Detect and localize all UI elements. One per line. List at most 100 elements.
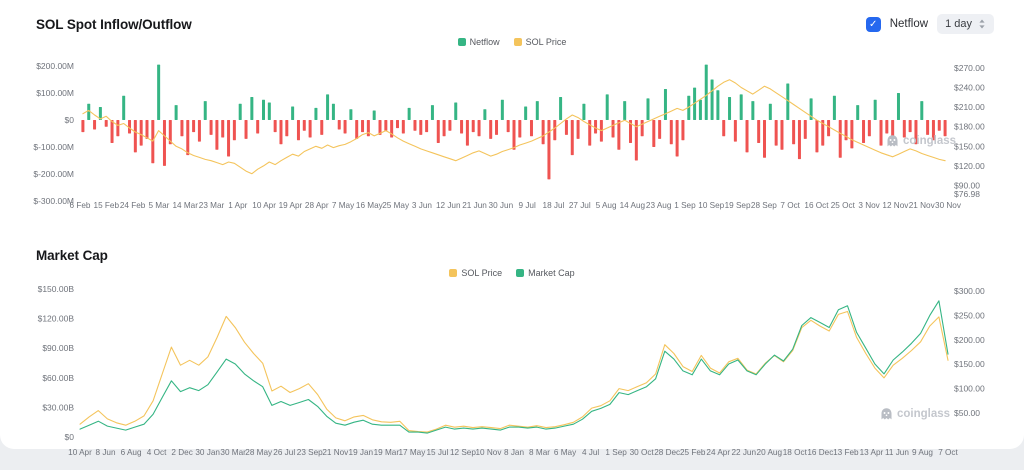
netflow-bar [868,120,871,136]
netflow-bar [658,120,661,139]
interval-select-value: 1 day [945,18,972,30]
axis-label: 16 Oct [804,201,829,210]
axis-label: $100.00 [954,384,985,394]
axis-label: $270.00 [954,63,985,73]
netflow-bar [920,101,923,120]
axis-label: 3 Jun [412,201,432,210]
axis-label: 3 Nov [858,201,880,210]
netflow-bar [909,120,912,132]
interval-select[interactable]: 1 day [937,14,994,34]
netflow-bar [344,120,347,134]
netflow-bar [565,120,568,135]
netflow-bar [221,120,224,138]
left-axis-labels: $200.00M$100.00M$0$-100.00M$-200.00M$-30… [33,61,74,206]
axis-label: $-100.00M [33,142,74,152]
netflow-bar [338,120,341,129]
netflow-bar [204,101,207,120]
legend-swatch-icon [458,38,466,46]
netflow-bar [623,101,626,120]
flow-chart-title: SOL Spot Inflow/Outflow [36,17,192,32]
netflow-bar [711,80,714,121]
axis-label: 12 Jun [436,201,461,210]
netflow-bar [256,120,259,134]
netflow-bar [932,120,935,140]
stepper-arrows-icon [978,19,986,29]
netflow-bar [536,101,539,120]
netflow-bar [926,120,929,135]
axis-label: 6 Feb [70,201,91,210]
marketcap-chart-title: Market Cap [36,248,108,263]
legend-label: SOL Price [526,37,567,47]
netflow-bar [466,120,469,146]
market-cap-line [80,301,948,433]
netflow-bar [320,120,323,135]
legend-swatch-icon [514,38,522,46]
netflow-bar [547,120,550,179]
netflow-bar [856,105,859,120]
netflow-bar [140,120,143,146]
netflow-bars [81,65,946,180]
axis-label: $120.00 [954,161,985,171]
netflow-bar [460,120,463,134]
legend-swatch-icon [449,269,457,277]
netflow-bar [518,120,521,138]
netflow-bar [914,120,917,144]
axis-label: 21 Jun [462,201,487,210]
netflow-bar [111,120,114,143]
netflow-bar [746,120,749,152]
netflow-bar [279,120,282,144]
marketcap-chart-header: Market Cap [0,219,1024,265]
netflow-bar [874,100,877,120]
netflow-bar [355,120,358,139]
netflow-bar [443,120,446,136]
netflow-bar [437,120,440,143]
axis-label: $200.00 [954,335,985,345]
netflow-bar [850,120,853,148]
netflow-bar [530,120,533,136]
axis-label: $60.00B [42,373,74,383]
netflow-bar [210,120,213,135]
marketcap-chart-svg[interactable]: $150.00B$120.00B$90.00B$60.00B$30.00B$0$… [0,279,1024,465]
axis-label: 5 Aug [596,201,617,210]
netflow-bar [332,104,335,120]
netflow-bar [419,120,422,135]
netflow-bar [740,94,743,120]
netflow-bar [81,120,84,132]
netflow-bar [472,120,475,132]
netflow-bar [792,120,795,144]
netflow-bar [297,120,300,140]
netflow-bar [885,120,888,134]
netflow-bar [163,120,166,166]
flow-chart-svg[interactable]: $200.00M$100.00M$0$-100.00M$-200.00M$-30… [0,48,1024,214]
axis-label: 7 May [332,201,355,210]
axis-label: 25 May [382,201,410,210]
axis-label: 28 Sep [751,201,777,210]
dashboard-card: SOL Spot Inflow/Outflow ✓ Netflow 1 day … [0,0,1024,449]
netflow-bar [815,120,818,152]
netflow-bar [804,120,807,139]
axis-label: 12 Nov [882,201,909,210]
netflow-bar [775,120,778,146]
netflow-bar [513,120,516,150]
axis-label: $90.00B [42,343,74,353]
axis-label: 15 Feb [94,201,120,210]
netflow-bar [681,120,684,140]
netflow-bar [577,120,580,139]
netflow-bar [699,100,702,120]
netflow-bar [582,104,585,120]
axis-label: $180.00 [954,122,985,132]
netflow-bar [501,100,504,120]
netflow-bar [454,102,457,120]
netflow-bar [227,120,230,156]
axis-label: $200.00M [36,61,74,71]
netflow-bar [769,104,772,120]
netflow-checkbox[interactable]: ✓ [866,17,881,32]
netflow-bar [839,120,842,158]
axis-label: 5 Mar [148,201,169,210]
axis-label: $300.00 [954,286,985,296]
axis-label: 19 Apr [279,201,303,210]
netflow-bar [408,108,411,120]
axis-label: 25 Oct [831,201,856,210]
netflow-bar [670,120,673,144]
